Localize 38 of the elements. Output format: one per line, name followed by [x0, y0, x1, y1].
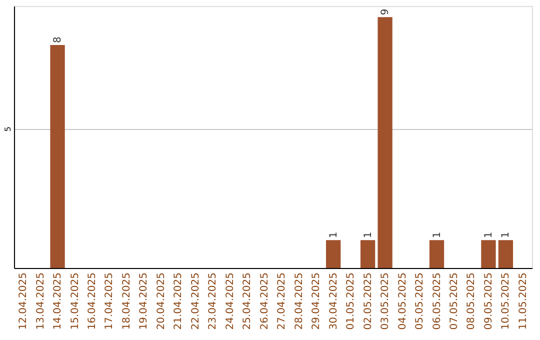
data-label: 1: [483, 232, 494, 238]
x-tick-label: 09.05.2025: [483, 272, 494, 330]
data-label: 1: [432, 232, 443, 238]
x-tick-label: 22.04.2025: [190, 272, 202, 330]
x-tick-label: 08.05.2025: [466, 272, 478, 330]
data-label: 1: [500, 232, 512, 238]
x-tick-label: 04.05.2025: [397, 272, 408, 330]
x-tick-label: 25.04.2025: [242, 272, 254, 330]
x-tick-label: 02.05.2025: [362, 272, 374, 330]
x-tick-label: 16.04.2025: [87, 272, 98, 330]
x-tick-label: 13.04.2025: [35, 272, 46, 330]
y-tick-label: 5: [4, 126, 12, 132]
x-tick-label: 11.05.2025: [518, 272, 529, 330]
x-tick-label: 10.05.2025: [500, 272, 512, 330]
x-tick-label: 21.04.2025: [173, 272, 184, 330]
data-label: 1: [362, 232, 374, 238]
x-tick-label: 19.04.2025: [138, 272, 150, 330]
x-tick-label: 29.04.2025: [311, 272, 322, 330]
x-tick-label: 18.04.2025: [121, 272, 132, 330]
x-tick-label: 17.04.2025: [104, 272, 116, 330]
x-tick-label: 06.05.2025: [432, 272, 443, 330]
x-tick-label: 03.05.2025: [380, 272, 392, 330]
x-tick-label: 14.04.2025: [52, 272, 64, 330]
x-tick-label: 27.04.2025: [276, 272, 288, 330]
x-tick-label: 26.04.2025: [259, 272, 270, 330]
data-label: 9: [380, 8, 392, 16]
x-tick-label: 15.04.2025: [70, 272, 81, 330]
data-label: 1: [328, 232, 340, 238]
x-tick-label: 12.04.2025: [18, 272, 30, 330]
data-label: 8: [52, 36, 64, 44]
x-tick-label: 07.05.2025: [449, 272, 460, 330]
x-tick-label: 05.05.2025: [414, 272, 426, 330]
x-tick-label: 28.04.2025: [294, 272, 305, 330]
x-tick-label: 23.04.2025: [208, 272, 219, 330]
x-tick-label: 30.04.2025: [328, 272, 340, 330]
x-tick-label: 20.04.2025: [156, 272, 167, 330]
x-tick-label: 01.05.2025: [346, 272, 357, 330]
x-tick-label: 24.04.2025: [224, 272, 236, 330]
